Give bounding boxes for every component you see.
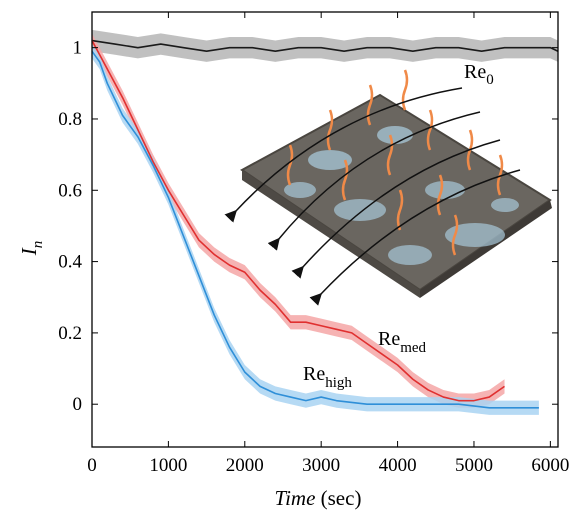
series-0-band	[92, 29, 558, 62]
inset-bubble	[425, 181, 465, 199]
y-axis-label: In	[17, 241, 46, 257]
inset-plume	[326, 109, 334, 151]
inset-bubble	[308, 150, 352, 170]
inset-plume	[496, 154, 504, 196]
inset-bubble	[445, 223, 505, 247]
y-tick-label: 0.6	[58, 180, 82, 201]
inset-bubble	[377, 126, 413, 144]
x-tick-label: 2000	[226, 455, 264, 476]
inset-plume	[341, 159, 349, 201]
series-2-line	[91, 50, 539, 409]
inset-bubble	[334, 199, 386, 221]
x-tick-label: 5000	[455, 455, 493, 476]
x-tick-label: 3000	[302, 455, 340, 476]
turbulent-surface-illustration	[224, 69, 552, 306]
inset-surface-edge	[242, 170, 420, 298]
inset-surface-edge-right	[420, 200, 552, 298]
series-1-line	[91, 40, 505, 402]
x-tick-label: 0	[87, 455, 97, 476]
inset-plume	[436, 174, 444, 216]
inset-flow-arrow	[291, 139, 501, 279]
inset-flow-arrow	[309, 169, 521, 306]
y-tick-label: 0.4	[58, 252, 82, 273]
inset-plume	[366, 84, 374, 126]
annotation-rehigh: Rehigh	[303, 363, 352, 391]
plot-frame	[91, 11, 559, 448]
inset-plume	[386, 134, 394, 176]
x-tick-label: 1000	[149, 455, 187, 476]
series-0-line	[91, 39, 559, 53]
y-axis: 0 0.2 0.4 0.6 0.8 1	[58, 38, 558, 415]
inset-plume	[451, 214, 459, 256]
y-tick-label: 1	[73, 38, 83, 59]
x-axis: 0 1000 2000 3000 4000 5000 6000	[87, 12, 569, 476]
inset-plume	[426, 109, 434, 151]
y-tick-label: 0.8	[58, 109, 82, 130]
inset-flow-arrow	[224, 87, 463, 223]
inset-flow-arrow	[267, 111, 481, 251]
inset-bubble	[388, 245, 432, 265]
x-tick-label: 4000	[379, 455, 417, 476]
x-axis-label: Time (sec)	[275, 486, 362, 510]
x-tick-label: 6000	[531, 455, 569, 476]
inset-plume	[396, 189, 404, 231]
y-tick-label: 0.2	[58, 323, 82, 344]
inset-bubble	[491, 198, 519, 212]
inset-bubble	[284, 182, 316, 198]
inset-plume	[401, 69, 409, 111]
series-lines	[91, 39, 559, 409]
annotation-re0: Re0	[464, 61, 494, 88]
y-tick-label: 0	[73, 394, 83, 415]
annotation-remed: Remed	[378, 328, 427, 356]
inset-plume	[286, 144, 294, 186]
